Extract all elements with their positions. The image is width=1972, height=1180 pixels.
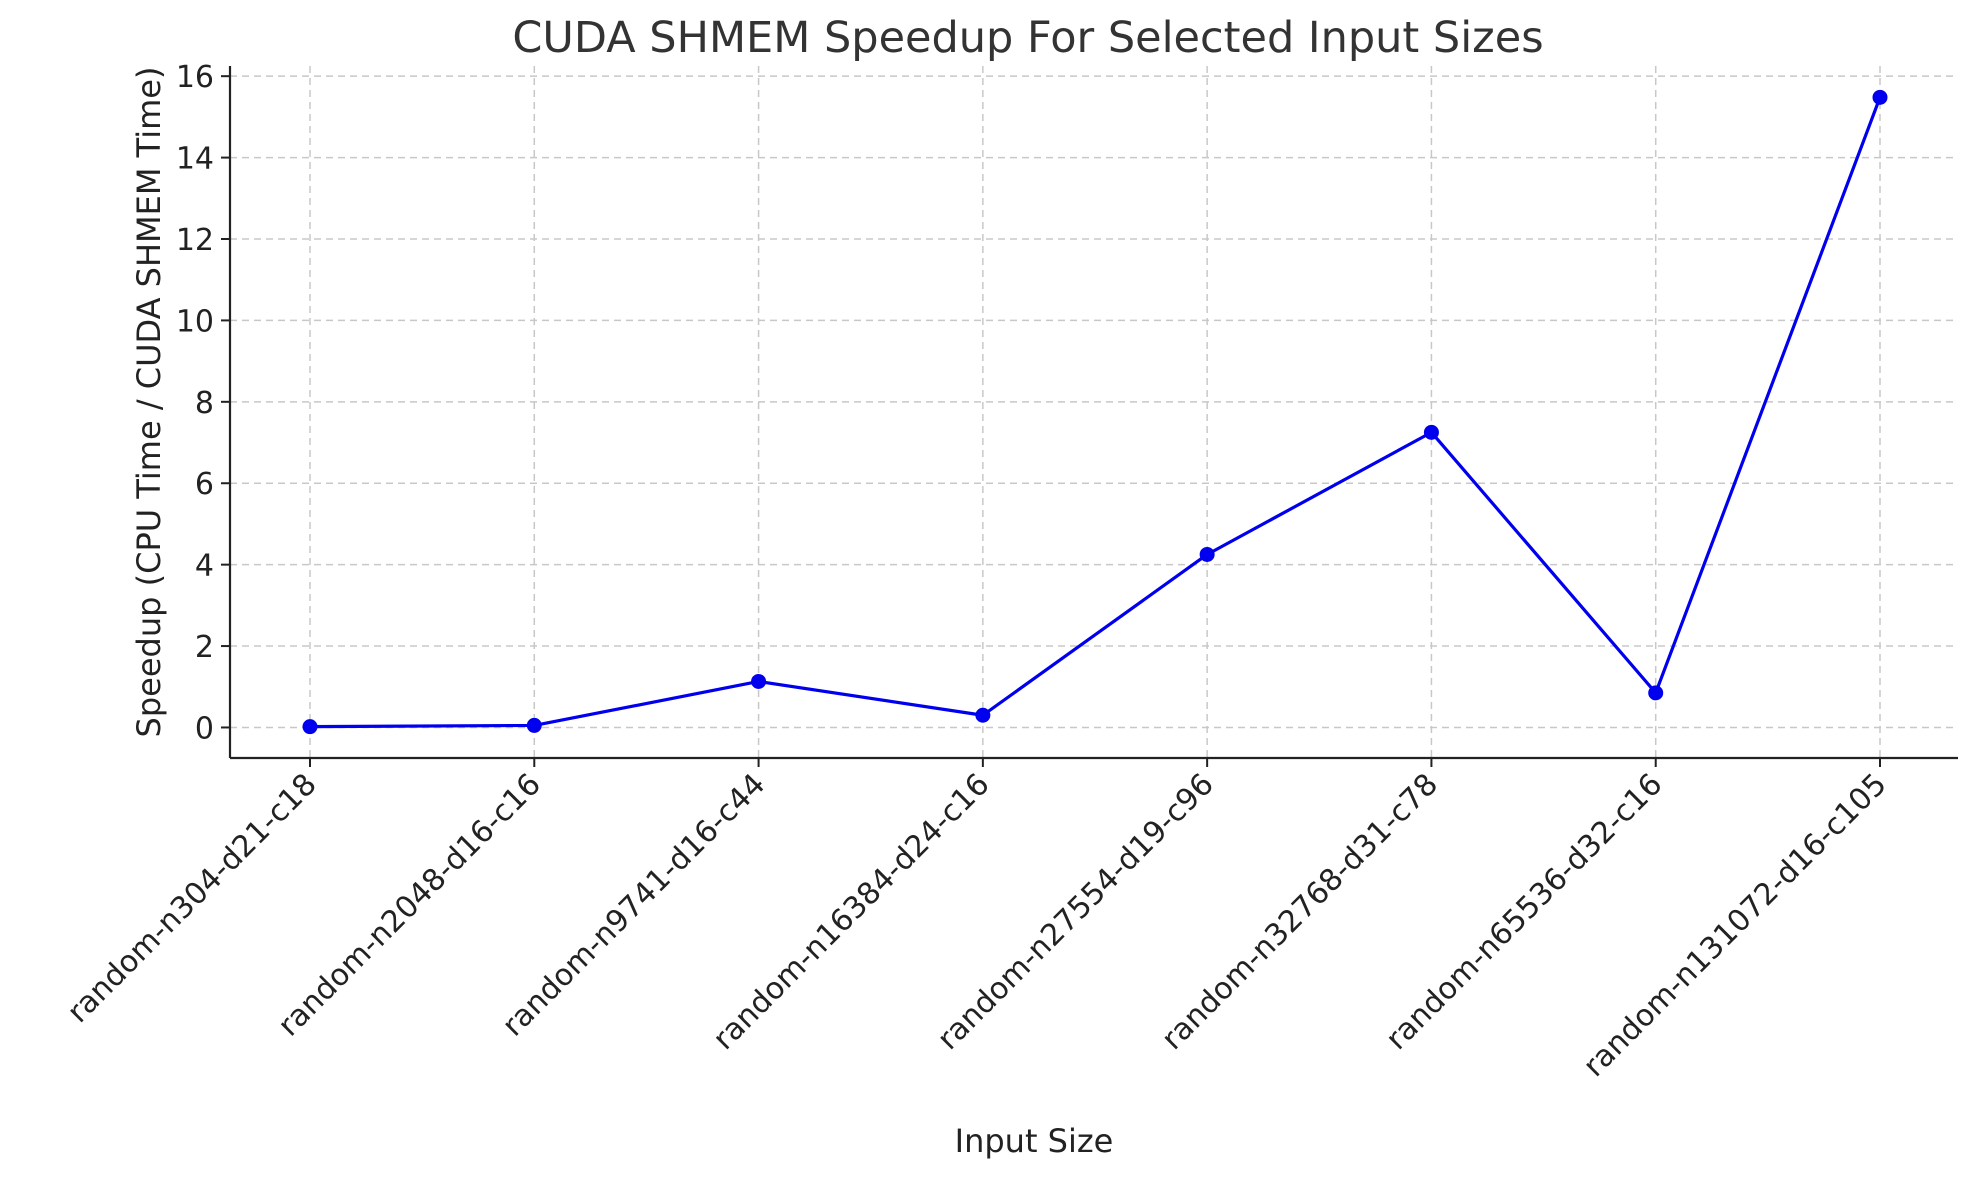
x-tick-label: random-n2048-d16-c16 xyxy=(271,767,548,1044)
y-ticks: 0 2 4 6 8 10 12 14 16 xyxy=(176,60,230,746)
data-point xyxy=(526,717,542,733)
axes xyxy=(228,66,1958,760)
y-tick-label: 14 xyxy=(176,142,214,177)
chart-title: CUDA SHMEM Speedup For Selected Input Si… xyxy=(512,13,1543,63)
y-axis-label: Speedup (CPU Time / CUDA SHMEM Time) xyxy=(130,67,168,738)
data-point xyxy=(1423,424,1439,440)
y-tick-label: 10 xyxy=(176,304,214,339)
data-point xyxy=(975,707,991,723)
data-point xyxy=(751,673,767,689)
y-tick-label: 0 xyxy=(195,711,214,746)
data-point xyxy=(1199,546,1215,562)
x-axis-label: Input Size xyxy=(955,1122,1114,1160)
y-tick-label: 2 xyxy=(195,630,214,665)
y-tick-label: 6 xyxy=(195,467,214,502)
data-point xyxy=(1872,89,1888,105)
series-line xyxy=(309,96,1882,729)
x-tick-label: random-n304-d21-c18 xyxy=(61,767,324,1030)
data-point xyxy=(1648,685,1664,701)
series xyxy=(302,89,1888,735)
x-ticks: random-n304-d21-c18random-n2048-d16-c16r… xyxy=(61,758,1894,1084)
y-tick-label: 8 xyxy=(195,386,214,421)
data-point xyxy=(302,719,318,735)
y-tick-label: 12 xyxy=(176,223,214,258)
y-tick-label: 16 xyxy=(176,60,214,95)
y-tick-label: 4 xyxy=(195,549,214,584)
grid xyxy=(230,66,1958,758)
x-tick-label: random-n9741-d16-c44 xyxy=(496,767,773,1044)
